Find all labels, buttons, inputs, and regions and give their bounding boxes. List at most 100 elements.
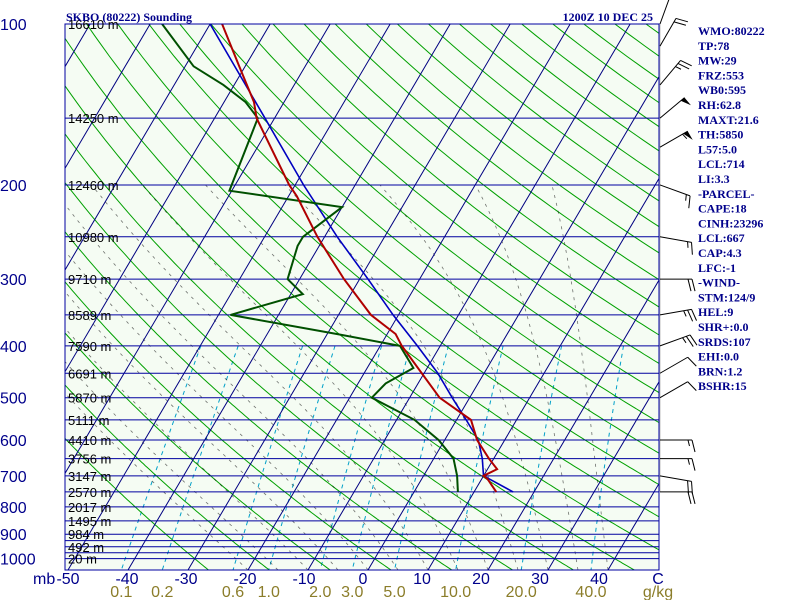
- height-label-650: 3756 m: [68, 452, 111, 467]
- mixing-ratio-line-2: [232, 345, 304, 570]
- wind-barb-11: [659, 130, 693, 148]
- height-label-850: 1495 m: [68, 514, 111, 529]
- wind-barb-15: [659, 0, 670, 25]
- pressure-tick-label-500: 500: [0, 391, 27, 408]
- wind-barb-flag: [673, 21, 687, 26]
- pressure-tick-label-200: 200: [0, 178, 27, 195]
- pressure-tick-label-400: 400: [0, 339, 27, 356]
- height-label-550: 5111 m: [68, 413, 109, 428]
- index-line-11: -PARCEL-: [698, 187, 754, 201]
- sounding-time: 1200Z 10 DEC 25: [563, 10, 653, 24]
- index-line-22: EHI:0.0: [698, 350, 739, 364]
- dry-adiabat-130: [303, 24, 659, 308]
- wind-barb-1: [659, 475, 693, 494]
- wind-barb-flag: [691, 278, 696, 292]
- wind-barb-flag: [691, 481, 693, 494]
- moist-adiabat-40: [551, 184, 609, 570]
- mixing-ratio-line-8: [520, 345, 563, 570]
- wind-barb-3: [660, 439, 696, 453]
- wind-barb-flag: [691, 439, 696, 453]
- wind-barb-9: [659, 236, 693, 255]
- mixing-ratio-line-0: [120, 345, 202, 570]
- moist-adiabat-35: [475, 184, 579, 570]
- sounding-profiles: [161, 24, 514, 493]
- index-line-13: CINH:23296: [698, 216, 763, 230]
- temperature-tick-label-8: 30: [531, 571, 549, 588]
- moist-adiabat-15: [142, 184, 459, 570]
- index-line-23: BRN:1.2: [698, 364, 742, 378]
- mixing-ratio-label-1: 0.2: [151, 584, 173, 600]
- pressure-tick-label-800: 800: [0, 500, 27, 517]
- wind-barb-0: [660, 491, 696, 504]
- isotherm--30: [187, 24, 511, 570]
- wind-barb-staff: [659, 60, 681, 86]
- temperature-line: [221, 24, 499, 493]
- isotherm-20: [487, 279, 659, 570]
- index-line-6: MAXT:21.6: [698, 113, 759, 127]
- index-line-0: WMO:80222: [698, 24, 765, 38]
- index-line-1: TP:78: [698, 39, 729, 53]
- stability-indices-panel: WMO:80222TP:78MW:29FRZ:553WB0:595RH:62.8…: [698, 24, 765, 393]
- index-line-2: MW:29: [698, 54, 737, 68]
- wind-barb-flag: [687, 309, 694, 322]
- dry-adiabat-150: [365, 24, 659, 254]
- wind-barb-half-flag: [685, 194, 687, 201]
- isotherm--90: [65, 24, 151, 170]
- pressure-unit-label: mb: [33, 571, 55, 588]
- mixing-ratio-label-5: 3.0: [341, 584, 363, 600]
- dry-adiabat-100: [210, 24, 659, 394]
- height-label-150: 14250 m: [68, 111, 119, 126]
- height-label-900: 984 m: [68, 527, 104, 542]
- moist-adiabat-5: [65, 203, 399, 570]
- index-line-10: LI:3.3: [698, 172, 730, 186]
- wind-barb-flag: [687, 278, 692, 292]
- wind-barb-staff: [659, 356, 688, 374]
- chart-background: [65, 24, 659, 570]
- moist-adiabat--15: [65, 361, 279, 570]
- chart-grid: [0, 24, 659, 570]
- wind-barb-staff: [659, 0, 670, 25]
- dry-adiabat-50: [65, 37, 659, 551]
- wind-barb-8: [660, 278, 696, 292]
- pressure-tick-label-1000: 1000: [0, 552, 36, 569]
- dry-adiabat--30: [65, 437, 209, 570]
- dry-adiabat-20: [65, 181, 513, 570]
- mixing-ratio-line-4: [319, 345, 383, 570]
- index-line-5: RH:62.8: [698, 98, 741, 112]
- isotherm--70: [65, 24, 271, 373]
- mixing-ratio-line-7: [455, 345, 504, 570]
- mixing-ratio-label-3: 1.0: [258, 584, 280, 600]
- mixing-ratio-label-2: 0.6: [222, 584, 244, 600]
- moist-adiabat-10: [91, 184, 429, 570]
- index-line-4: WB0:595: [698, 83, 746, 97]
- mixing-ratio-line-5: [351, 345, 411, 570]
- mixing-ratio-line-1: [161, 345, 239, 570]
- wind-barb-4: [659, 381, 697, 399]
- isotherm--110: [0, 24, 30, 570]
- index-line-18: STM:124/9: [698, 290, 755, 304]
- wind-barb-flag: [688, 195, 691, 209]
- dry-adiabat--10: [65, 332, 331, 570]
- wind-barb-14: [659, 17, 689, 47]
- temperature-tick-label-5: 0: [359, 571, 368, 588]
- wind-barb-12: [659, 97, 691, 119]
- isotherm--80: [65, 24, 211, 271]
- isotherm--10: [307, 24, 631, 570]
- wind-barb-staff: [659, 236, 692, 243]
- wind-barbs: [659, 0, 698, 504]
- mixing-ratio-line-6: [394, 345, 449, 570]
- mixing-ratio-label-0: 0.1: [110, 584, 132, 600]
- dry-adiabat-30: [65, 133, 574, 570]
- wind-barb-flag: [691, 309, 698, 321]
- moist-adiabat-25: [284, 184, 519, 570]
- isotherm--20: [247, 24, 571, 570]
- index-line-9: LCL:714: [698, 157, 745, 171]
- wind-barb-5: [659, 356, 697, 374]
- isotherm--60: [65, 24, 331, 475]
- dry-adiabat-80: [148, 24, 659, 454]
- height-label-350: 8589 m: [68, 308, 111, 323]
- station-title: SKBO (80222) Sounding: [66, 10, 192, 24]
- mixing-ratio-label-9: 40.0: [575, 584, 606, 600]
